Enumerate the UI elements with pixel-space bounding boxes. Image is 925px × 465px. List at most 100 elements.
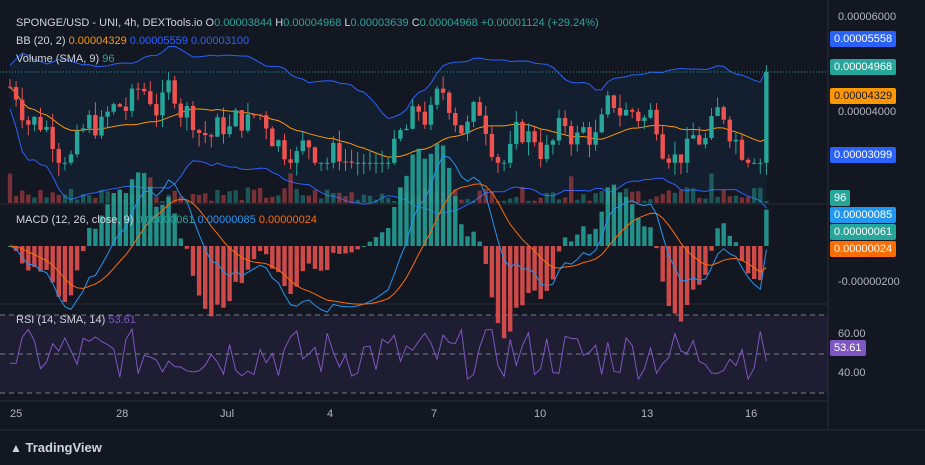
candle-body: [691, 135, 696, 139]
volume-bar: [50, 192, 55, 203]
candle-body: [489, 133, 495, 157]
candle-body: [593, 132, 598, 145]
volume-bar: [251, 189, 257, 203]
candle-body: [93, 114, 98, 136]
macd-hist-bar: [520, 246, 525, 306]
volume-value: 96: [102, 53, 115, 65]
macd-hist-bar: [727, 235, 732, 246]
macd-hist-bar: [428, 153, 434, 246]
macd-hist-bar: [233, 246, 238, 282]
volume-bar: [556, 199, 562, 203]
candle-body: [99, 116, 104, 136]
macd-hist-bar: [227, 246, 232, 302]
volume-bar: [361, 194, 366, 203]
volume-bar: [7, 173, 13, 203]
macd-hist-bar: [62, 246, 68, 303]
candle-body: [56, 148, 61, 163]
bb-fill: [10, 46, 767, 214]
macd-hist-bar: [605, 187, 610, 246]
macd-hist-bar: [538, 246, 543, 299]
volume-bar: [745, 196, 751, 203]
volume-bar: [221, 194, 226, 203]
volume-bar: [581, 194, 586, 203]
candle-body: [337, 142, 342, 162]
macd-hist-bar: [386, 228, 391, 246]
candle-body: [648, 109, 653, 118]
macd-signal-value: 0.00000024: [258, 214, 317, 226]
time-tick-25: 25: [10, 408, 23, 420]
macd-hist-bar: [68, 246, 74, 296]
candle-body: [135, 88, 141, 90]
macd-hist-bar: [270, 246, 275, 269]
volume-bar: [87, 195, 92, 203]
macd-hist-bar: [331, 246, 336, 253]
candle-body: [538, 142, 543, 159]
volume-bar: [44, 197, 49, 203]
candle-body: [654, 109, 659, 135]
macd-hist-tag: 0.00000061: [830, 224, 897, 240]
symbol-label: SPONGE/USD - UNI, 4h, DEXTools.io: [16, 17, 203, 29]
macd-hist-bar: [20, 246, 25, 264]
macd-hist-bar: [654, 246, 659, 249]
rsi-line: [9, 327, 767, 381]
candle-body: [209, 135, 214, 137]
volume-bar: [587, 200, 592, 203]
candle-body: [697, 135, 702, 145]
candle-body: [392, 138, 397, 163]
macd-hist-bar: [489, 246, 495, 298]
macd-hist-bar: [343, 246, 348, 254]
candle-body: [343, 161, 348, 163]
volume-bar: [636, 191, 641, 203]
candle-body: [526, 131, 531, 143]
macd-hist-bar: [660, 246, 665, 282]
candle-body: [288, 159, 293, 163]
candle-body: [617, 107, 623, 116]
volume-bar: [678, 190, 684, 203]
bb-basis-value: 0.00004329: [68, 35, 127, 47]
macd-hist-bar: [74, 246, 80, 271]
macd-hist-bar: [617, 192, 623, 246]
candle-body: [172, 80, 177, 104]
candle-body: [575, 132, 580, 145]
volume-bar: [20, 190, 25, 203]
macd-hist-bar: [318, 246, 324, 271]
candle-body: [471, 102, 476, 122]
volume-bar: [660, 193, 665, 203]
macd-hist-bar: [276, 246, 281, 273]
macd-hist-bar: [111, 193, 116, 246]
candle-body: [764, 72, 769, 163]
price-tick-mid: 0.00004000: [838, 106, 897, 118]
macd-line: [9, 155, 767, 313]
candle-body: [508, 143, 513, 163]
volume-bar: [349, 192, 354, 203]
volume-bar: [306, 195, 312, 203]
volume-bar: [343, 196, 348, 203]
macd-hist-bar: [306, 246, 312, 264]
close-label: C: [411, 17, 420, 29]
brand-logo: ▲ TradingView: [10, 440, 102, 455]
time-tick-4: 4: [327, 408, 334, 420]
macd-signal-line: [9, 183, 767, 305]
rsi-tag: 53.61: [830, 340, 866, 356]
volume-bar: [373, 199, 379, 203]
macd-hist-bar: [648, 227, 653, 246]
candle-body: [520, 122, 525, 143]
macd-hist-bar: [550, 246, 556, 280]
macd-hist-bar: [392, 206, 397, 246]
candle-body: [294, 151, 299, 163]
candle-body: [276, 140, 281, 147]
macd-hist-bar: [160, 204, 165, 246]
candle-body: [32, 116, 37, 125]
macd-hist-value: 0.00000061: [136, 214, 195, 226]
candle-body: [611, 95, 617, 108]
candle-body: [428, 104, 434, 125]
bb-upper-value: 0.00005559: [129, 35, 188, 47]
volume-bar: [569, 176, 574, 203]
close-price-tag: 0.00004968: [830, 59, 897, 75]
macd-hist-bar: [672, 246, 678, 314]
macd-hist-bar: [196, 246, 202, 296]
volume-bar: [489, 191, 495, 203]
macd-hist-bar: [300, 246, 305, 272]
